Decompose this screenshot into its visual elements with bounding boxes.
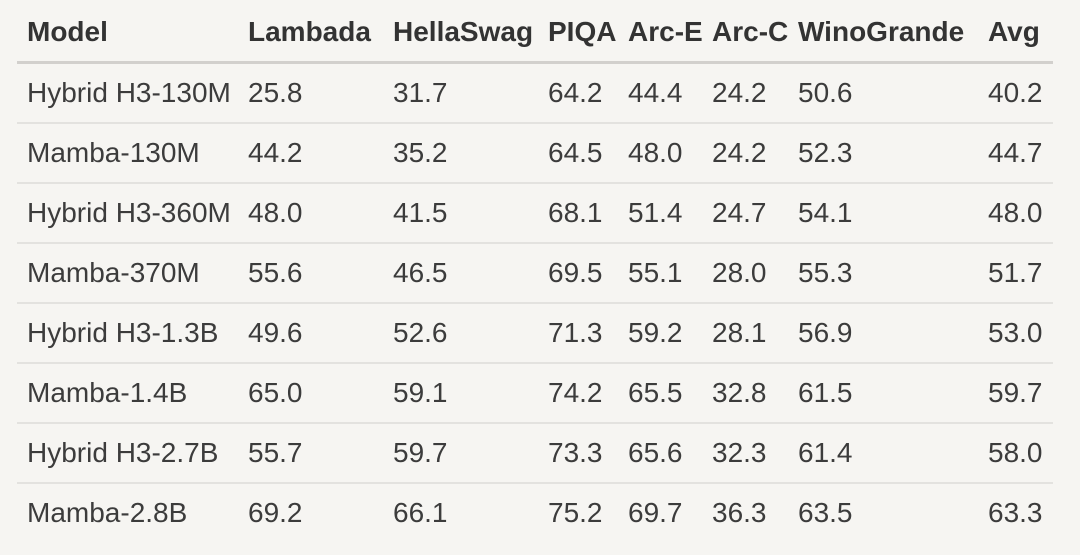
benchmark-table: Model Lambada HellaSwag PIQA Arc-E Arc-C WinoG… <box>17 0 1053 542</box>
score-cell: 55.7 <box>238 423 383 484</box>
model-name-cell: Hybrid H3-360M <box>17 183 238 244</box>
model-name-cell: Hybrid H3-130M <box>17 62 238 124</box>
model-name-cell: Hybrid H3-1.3B <box>17 303 238 364</box>
score-cell: 74.2 <box>538 363 618 424</box>
score-cell: 65.5 <box>618 363 702 424</box>
benchmark-table-container: Model Lambada HellaSwag PIQA Arc-E Arc-C WinoG… <box>17 0 1053 542</box>
column-header-lambada: Lambada <box>238 0 383 64</box>
score-cell: 61.4 <box>788 423 978 484</box>
score-cell: 68.1 <box>538 183 618 244</box>
column-header-model: Model <box>17 0 238 64</box>
column-header-avg: Avg <box>978 0 1053 64</box>
column-header-piqa: PIQA <box>538 0 618 64</box>
table-body: Hybrid H3-130M 25.8 31.7 64.2 44.4 24.2 50.6 40… <box>17 62 1053 543</box>
score-cell: 63.3 <box>988 497 1043 528</box>
score-cell: 69.5 <box>538 243 618 304</box>
score-cell: 61.5 <box>788 363 978 424</box>
score-cell: 73.3 <box>538 423 618 484</box>
score-cell: 40.2 <box>978 62 1053 124</box>
model-name-cell: Mamba-130M <box>17 123 238 184</box>
score-cell: 51.7 <box>978 243 1053 304</box>
score-cell: 59.7 <box>383 423 538 484</box>
column-header-arc-e: Arc-E <box>618 0 702 64</box>
column-header-arc-c: Arc-C <box>702 0 788 64</box>
table-header: Model Lambada HellaSwag PIQA Arc-E Arc-C WinoG… <box>17 0 1053 64</box>
score-cell: 28.1 <box>702 303 788 364</box>
score-cell: 55.3 <box>788 243 978 304</box>
score-cell: 48.0 <box>618 123 702 184</box>
model-name-cell: Mamba-370M <box>17 243 238 304</box>
score-cell: 58.0 <box>978 423 1053 484</box>
header-row: Model Lambada HellaSwag PIQA Arc-E Arc-C WinoG… <box>17 0 1053 64</box>
score-cell: 51.4 <box>618 183 702 244</box>
table-row: Mamba-370M 55.6 46.5 69.5 55.1 28.0 55.3 51.7 <box>17 243 1053 304</box>
score-cell: 41.5 <box>383 183 538 244</box>
column-header-hellaswag: HellaSwag <box>383 0 538 64</box>
table-row: Mamba-2.8B 69.2 66.1 75.2 69.7 36.3 63.5 63.3 <box>17 483 1053 542</box>
table-row: Hybrid H3-2.7B 55.7 59.7 73.3 65.6 32.3 61.4 58… <box>17 423 1053 484</box>
score-cell: 56.9 <box>788 303 978 364</box>
score-cell: 55.6 <box>238 243 383 304</box>
score-cell: 46.5 <box>383 243 538 304</box>
score-cell: 49.6 <box>238 303 383 364</box>
score-cell: 71.3 <box>538 303 618 364</box>
score-cell: 50.6 <box>788 62 978 124</box>
table-row: Hybrid H3-130M 25.8 31.7 64.2 44.4 24.2 50.6 40… <box>17 62 1053 124</box>
table-row: Hybrid H3-1.3B 49.6 52.6 71.3 59.2 28.1 56.9 53… <box>17 303 1053 364</box>
score-cell: 52.3 <box>788 123 978 184</box>
table-row: Mamba-1.4B 65.0 59.1 74.2 65.5 32.8 61.5 59.7 <box>17 363 1053 424</box>
model-name-cell: Mamba-1.4B <box>17 363 238 424</box>
score-cell: 54.1 <box>788 183 978 244</box>
score-cell: 75.2 <box>548 497 603 528</box>
score-cell: 28.0 <box>702 243 788 304</box>
score-cell: 31.7 <box>383 62 538 124</box>
score-cell: 65.0 <box>238 363 383 424</box>
score-cell: 55.1 <box>618 243 702 304</box>
score-cell: 35.2 <box>383 123 538 184</box>
score-cell: 48.0 <box>978 183 1053 244</box>
score-cell: 44.4 <box>618 62 702 124</box>
table-row: Mamba-130M 44.2 35.2 64.5 48.0 24.2 52.3 44.7 <box>17 123 1053 184</box>
score-cell: 25.8 <box>238 62 383 124</box>
score-cell: 64.5 <box>538 123 618 184</box>
score-cell: 65.6 <box>618 423 702 484</box>
model-name-cell: Mamba-2.8B <box>27 497 188 528</box>
score-cell: 59.1 <box>383 363 538 424</box>
score-cell: 44.7 <box>978 123 1053 184</box>
column-header-winogrande: WinoGrande <box>788 0 978 64</box>
score-cell: 24.7 <box>702 183 788 244</box>
score-cell: 24.2 <box>702 62 788 124</box>
model-name-cell: Hybrid H3-2.7B <box>17 423 238 484</box>
score-cell: 69.2 <box>248 497 303 528</box>
score-cell: 64.2 <box>538 62 618 124</box>
score-cell: 24.2 <box>702 123 788 184</box>
score-cell: 52.6 <box>383 303 538 364</box>
score-cell: 63.5 <box>798 497 853 528</box>
score-cell: 48.0 <box>238 183 383 244</box>
score-cell: 32.8 <box>702 363 788 424</box>
score-cell: 36.3 <box>712 497 767 528</box>
table-row: Hybrid H3-360M 48.0 41.5 68.1 51.4 24.7 54.1 48… <box>17 183 1053 244</box>
score-cell: 53.0 <box>978 303 1053 364</box>
score-cell: 66.1 <box>393 497 448 528</box>
score-cell: 69.7 <box>628 497 683 528</box>
score-cell: 59.2 <box>618 303 702 364</box>
score-cell: 44.2 <box>238 123 383 184</box>
score-cell: 59.7 <box>978 363 1053 424</box>
score-cell: 32.3 <box>702 423 788 484</box>
